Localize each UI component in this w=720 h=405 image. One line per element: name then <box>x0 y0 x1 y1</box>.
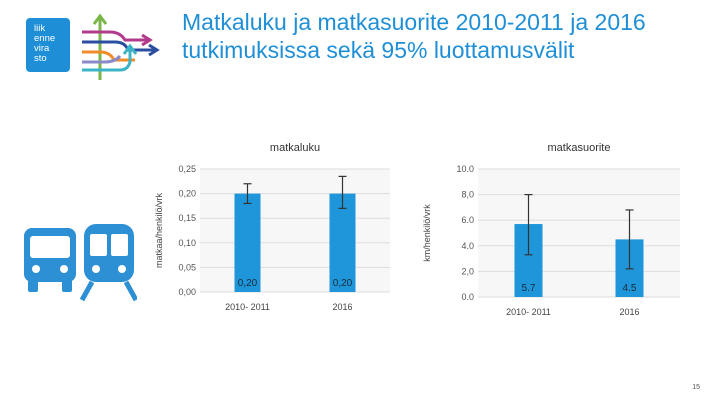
y-tick-label: 2,0 <box>461 266 474 276</box>
plot-area <box>200 169 390 292</box>
y-tick-label: 4.0 <box>461 241 474 251</box>
vehicles-group <box>24 224 137 302</box>
chart-matkasuorite: matkasuorite km/henkilö/vrk 0.0 2,0 4.0 6.0 8,… <box>422 142 680 317</box>
chart-title: matkasuorite <box>548 142 611 154</box>
y-tick-label: 0,00 <box>178 287 196 297</box>
plot-area <box>478 169 680 297</box>
y-tick-label: 0,10 <box>178 238 196 248</box>
logo-line: liik <box>34 23 46 34</box>
y-tick-label: 0,15 <box>178 213 196 223</box>
logo-line: vira <box>34 43 50 54</box>
y-tick-label: 0,25 <box>178 164 196 174</box>
y-tick-label: 0,20 <box>178 189 196 199</box>
y-tick-label: 0.0 <box>461 292 474 302</box>
bar <box>234 193 261 292</box>
y-tick-label: 0,05 <box>178 262 196 272</box>
y-tick-label: 10.0 <box>456 164 474 174</box>
bar <box>329 193 356 292</box>
y-axis-label: matkaa/henkilö/vrk <box>154 192 164 268</box>
x-tick-label: 2016 <box>619 307 639 317</box>
data-label: 0,20 <box>333 278 353 289</box>
chart-matkaluku: matkaluku matkaa/henkilö/vrk 0,00 0,05 0,10 0… <box>154 142 390 312</box>
y-tick-label: 8,0 <box>461 190 474 200</box>
logo-line: sto <box>34 53 47 64</box>
y-tick-label: 6.0 <box>461 215 474 225</box>
data-label: 0,20 <box>238 278 258 289</box>
page-number: 15 <box>692 384 700 391</box>
y-axis-label: km/henkilö/vrk <box>422 204 432 262</box>
x-tick-label: 2010- 2011 <box>225 302 270 312</box>
logo-line: enne <box>34 33 56 44</box>
transport-routes-icon <box>82 13 160 80</box>
x-tick-label: 2016 <box>332 302 352 312</box>
agency-logo: liik enne vira sto <box>26 18 70 72</box>
chart-title: matkaluku <box>270 142 320 154</box>
x-tick-label: 2010- 2011 <box>506 307 551 317</box>
data-label: 4.5 <box>623 283 637 294</box>
train-icon <box>79 224 137 302</box>
bus-icon <box>24 228 76 292</box>
data-label: 5.7 <box>522 283 536 294</box>
slide-title: Matkaluku ja matkasuorite 2010-2011 ja 2… <box>182 9 646 63</box>
